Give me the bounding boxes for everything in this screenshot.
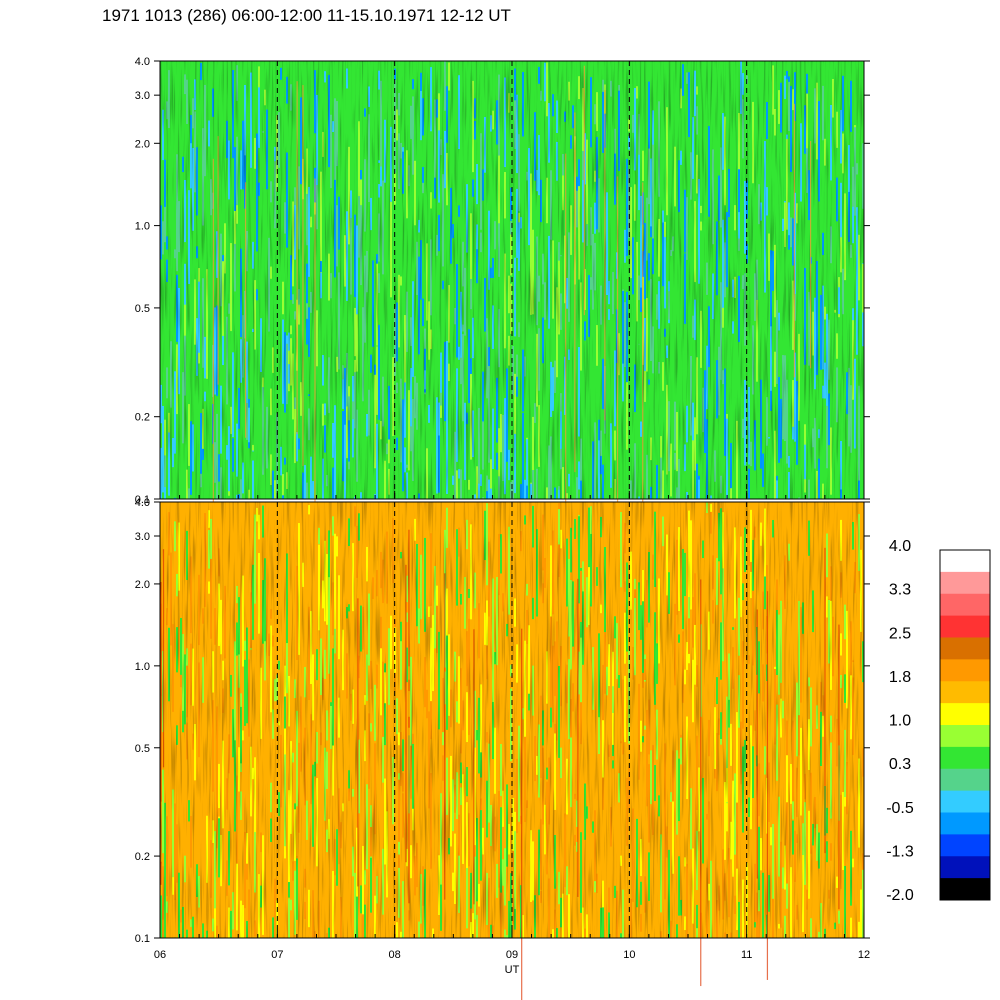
colorbar-label: 1.8	[889, 669, 911, 686]
colorbar-label: -1.3	[886, 843, 914, 860]
colorbar-swatch	[940, 681, 990, 704]
colorbar-swatch	[940, 768, 990, 792]
x-tick-label: 06	[154, 949, 166, 961]
x-tick-label: 11	[741, 949, 752, 961]
colorbar-swatch	[940, 790, 990, 813]
y-tick-label: 0.1	[135, 494, 150, 506]
y-tick-label: 0.5	[135, 303, 150, 315]
x-tick-label: 09	[506, 949, 518, 961]
colorbar-swatch	[940, 878, 990, 901]
colorbar-swatch	[940, 615, 990, 638]
y-tick-label: 1.0	[135, 661, 150, 673]
y-tick-label: 0.5	[135, 743, 150, 755]
colorbar-swatch	[940, 571, 990, 595]
y-tick-label: 3.0	[135, 90, 150, 102]
y-tick-label: 4.0	[135, 497, 150, 509]
colorbar-swatch	[940, 834, 990, 857]
y-tick-label: 1.0	[135, 221, 150, 233]
x-tick-label: 12	[858, 949, 870, 961]
colorbar-swatch	[940, 812, 990, 835]
x-tick-label: 08	[389, 949, 401, 961]
x-axis-label: UT	[505, 964, 520, 976]
y-tick-label: 0.2	[135, 412, 150, 424]
colorbar-label: 4.0	[889, 538, 911, 555]
colorbar-frame	[939, 549, 991, 901]
y-tick-label: 0.1	[135, 933, 150, 945]
colorbar-swatch	[940, 856, 990, 879]
x-tick-label: 10	[623, 949, 635, 961]
colorbar-label: -0.5	[886, 800, 914, 817]
colorbar-swatch	[940, 593, 990, 617]
colorbar-label: 1.0	[889, 713, 911, 730]
y-tick-label: 3.0	[135, 531, 150, 543]
colorbar-label: 3.3	[889, 582, 911, 599]
colorbar-swatch	[940, 725, 990, 748]
colorbar-swatch	[940, 659, 990, 682]
y-tick-label: 4.0	[135, 56, 150, 68]
y-tick-label: 2.0	[135, 138, 150, 150]
colorbar-swatch	[940, 550, 990, 573]
colorbar-label: 0.3	[889, 756, 911, 773]
y-tick-label: 0.2	[135, 851, 150, 863]
colorbar-swatch	[940, 637, 990, 660]
chart-title: 1971 1013 (286) 06:00-12:00 11-15.10.197…	[102, 6, 511, 25]
colorbar-label: -2.0	[886, 887, 914, 904]
colorbar-label: 2.5	[889, 625, 911, 642]
colorbar-swatch	[940, 703, 990, 726]
y-tick-label: 2.0	[135, 579, 150, 591]
x-tick-label: 07	[271, 949, 283, 961]
colorbar-swatch	[940, 746, 990, 770]
